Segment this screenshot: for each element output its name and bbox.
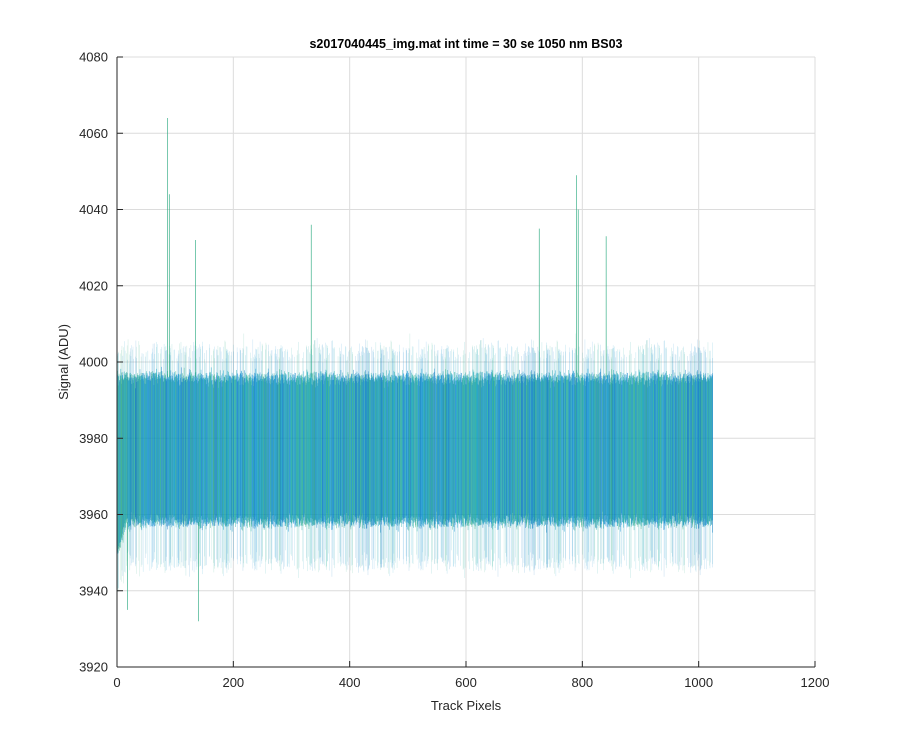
y-tick-label: 3940 (79, 583, 108, 598)
x-tick-label: 0 (113, 675, 120, 690)
x-tick-label: 200 (222, 675, 244, 690)
data-series (117, 118, 713, 622)
x-axis-label: Track Pixels (431, 698, 502, 713)
tick-labels: 0 200 400 600 800 1000 1200 3920 3940 3960 3980 400… (79, 50, 829, 691)
x-tick-label: 1000 (684, 675, 713, 690)
y-axis-label: Signal (ADU) (56, 324, 71, 400)
y-tick-label: 3920 (79, 660, 108, 675)
x-tick-label: 600 (455, 675, 477, 690)
x-tick-label: 1200 (801, 675, 830, 690)
y-tick-label: 4020 (79, 278, 108, 293)
y-tick-label: 4000 (79, 355, 108, 370)
x-tick-label: 800 (571, 675, 593, 690)
y-tick-label: 3960 (79, 507, 108, 522)
y-tick-label: 4040 (79, 202, 108, 217)
y-tick-label: 4080 (79, 50, 108, 65)
y-tick-label: 4060 (79, 126, 108, 141)
axes (116, 56, 816, 668)
y-tick-label: 3980 (79, 431, 108, 446)
chart-title: s2017040445_img.mat int time = 30 se 105… (309, 37, 622, 51)
x-tick-label: 400 (339, 675, 361, 690)
